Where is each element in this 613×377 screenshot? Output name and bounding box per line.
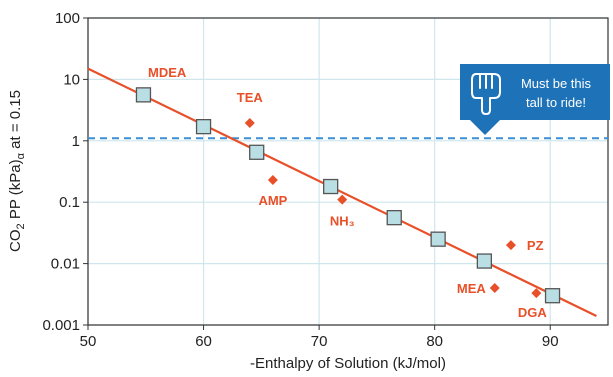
square-marker (386, 210, 402, 226)
x-tick-label: 80 (426, 333, 443, 350)
square-marker (544, 288, 561, 304)
amine-points: MDEA TEA AMP NH₃ PZ MEA DGA (148, 65, 547, 320)
y-tick-label: 1 (72, 133, 80, 150)
callout-shape (460, 64, 610, 135)
trend-line (87, 67, 597, 318)
plot-area-frame (87, 17, 609, 326)
x-tick-label: 90 (542, 333, 559, 350)
amine-marker (244, 117, 255, 128)
amine-marker (267, 174, 278, 185)
square-marker (249, 144, 265, 160)
amine-label: DGA (518, 305, 548, 320)
y-tick-label: 10 (63, 71, 80, 88)
square-marker (135, 87, 152, 103)
y-tick-label: 0.001 (42, 317, 80, 334)
square-marker (195, 119, 212, 135)
ticks: 50 60 70 80 90 0.001 0.01 0.1 1 10 100 (42, 10, 558, 350)
square-marker (476, 253, 493, 269)
amine-marker (489, 283, 500, 294)
amine-label: PZ (527, 238, 544, 253)
callout-line1: Must be this (521, 76, 592, 91)
square-markers (135, 87, 561, 304)
pointing-hand-icon (471, 73, 501, 115)
amine-label: MDEA (148, 65, 187, 80)
callout-line2: tall to ride! (526, 95, 586, 110)
amine-label: TEA (237, 90, 264, 105)
square-marker (323, 178, 339, 195)
square-marker (430, 231, 446, 247)
amine-marker (337, 194, 348, 205)
x-tick-label: 50 (80, 333, 97, 350)
amine-marker (505, 240, 516, 251)
y-tick-label: 0.1 (59, 194, 80, 211)
x-tick-label: 70 (311, 333, 328, 350)
callout-banner: Must be this tall to ride! (460, 64, 610, 135)
x-tick-label: 60 (195, 333, 212, 350)
amine-marker (531, 288, 542, 299)
amine-label: AMP (258, 193, 287, 208)
y-tick-label: 100 (55, 10, 80, 27)
amine-label: NH₃ (330, 214, 355, 229)
y-tick-label: 0.01 (51, 256, 80, 273)
y-axis-title: CO2 PP (kPa)α at = 0.15 (7, 90, 27, 252)
x-axis-title: -Enthalpy of Solution (kJ/mol) (250, 355, 446, 372)
amine-label: MEA (457, 281, 487, 296)
